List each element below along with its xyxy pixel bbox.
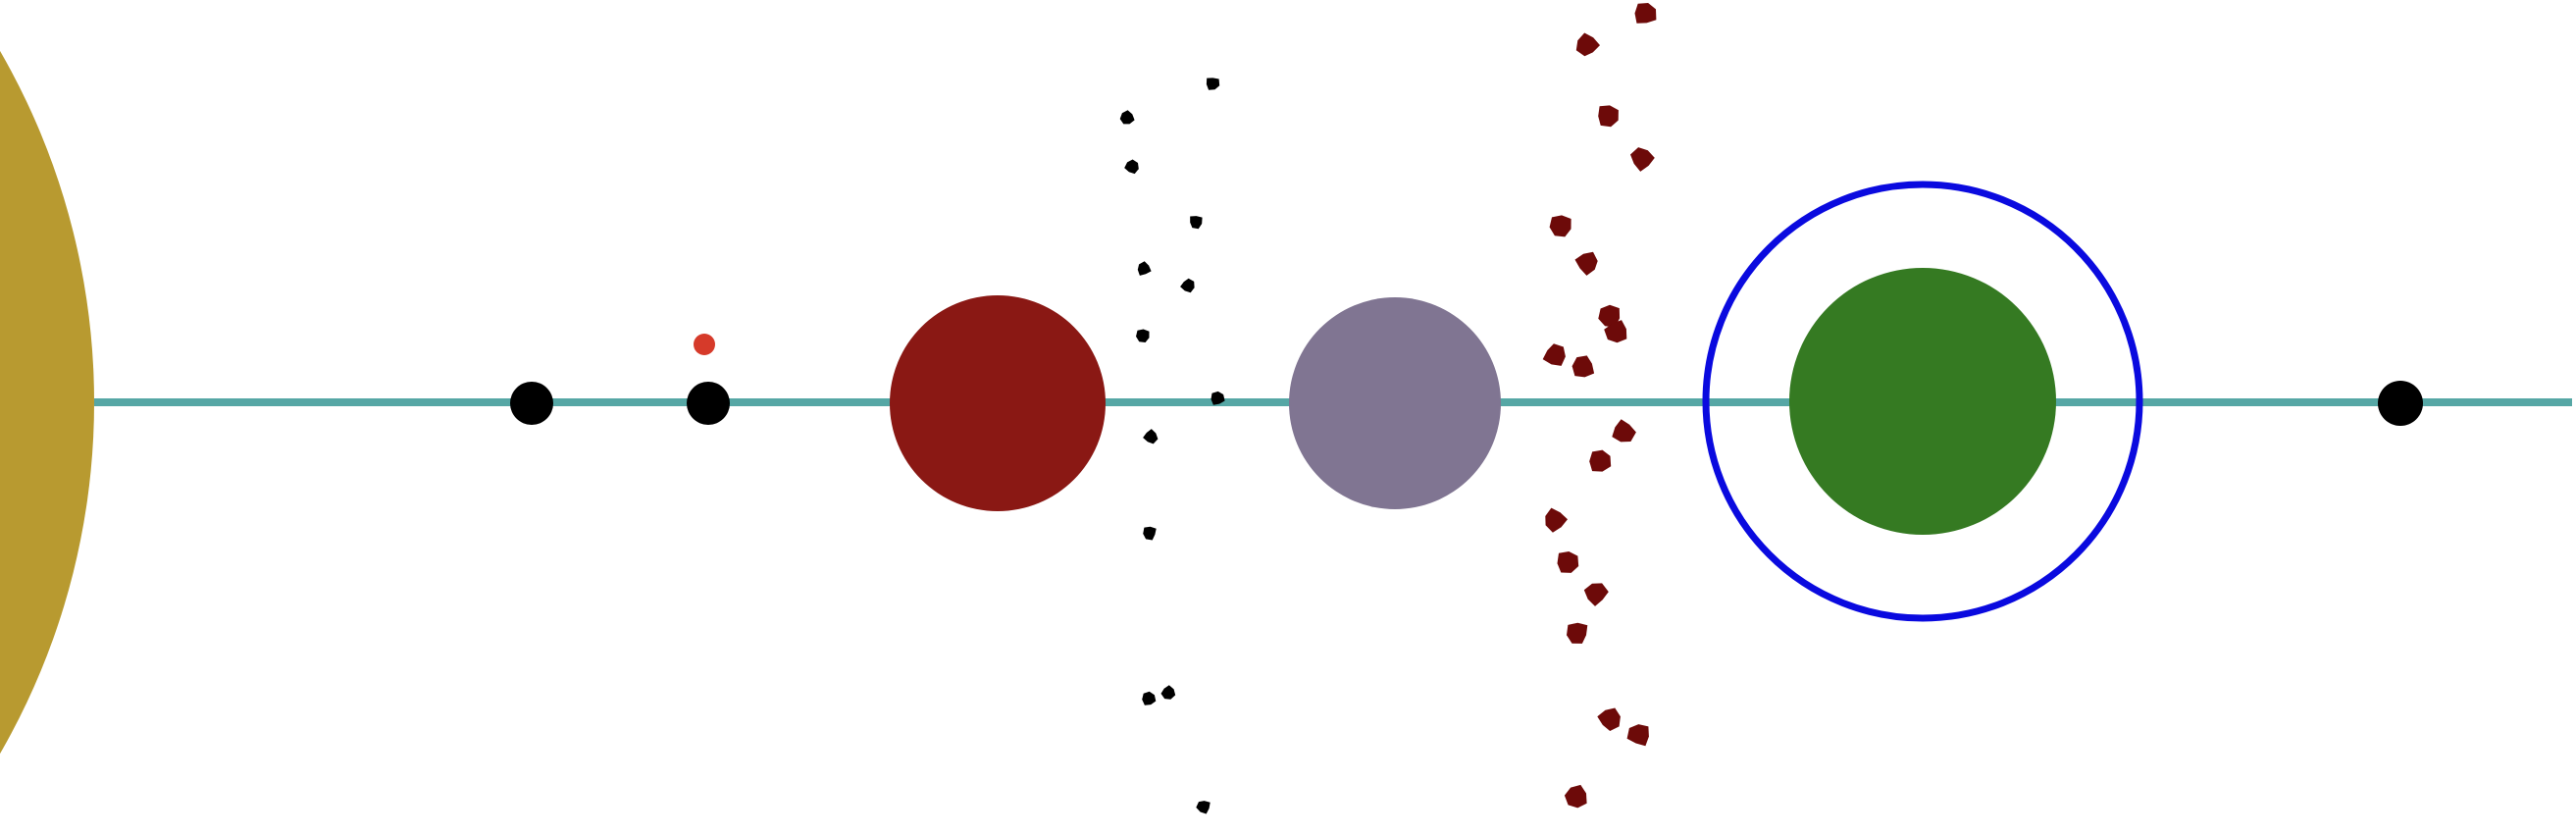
- small-planet-1: [510, 382, 553, 425]
- asteroid-red: [1598, 105, 1619, 128]
- asteroid-belt-red: [1542, 3, 1657, 809]
- asteroid-red: [1583, 583, 1609, 606]
- asteroid-red: [1630, 147, 1655, 172]
- asteroid-dark: [1143, 526, 1157, 541]
- asteroid-red: [1549, 215, 1571, 237]
- asteroid-red: [1542, 343, 1566, 366]
- asteroid-red: [1597, 707, 1621, 731]
- moon: [694, 334, 715, 355]
- asteroid-dark: [1196, 801, 1211, 814]
- asteroid-red: [1567, 622, 1588, 644]
- asteroid-red: [1589, 449, 1612, 472]
- asteroid-red: [1557, 551, 1579, 573]
- asteroid-dark: [1206, 78, 1220, 90]
- asteroid-dark: [1160, 685, 1176, 700]
- asteroid-dark: [1124, 159, 1139, 175]
- asteroid-dark: [1136, 329, 1150, 342]
- asteroid-red: [1545, 507, 1568, 533]
- sun: [0, 51, 94, 754]
- asteroid-red: [1612, 419, 1636, 443]
- asteroid-red: [1604, 320, 1627, 343]
- small-planet-3: [2378, 381, 2423, 426]
- asteroid-dark: [1142, 691, 1157, 705]
- asteroid-dark: [1119, 110, 1135, 125]
- asteroid-dark: [1180, 278, 1195, 293]
- red-planet: [890, 295, 1106, 511]
- asteroid-red: [1564, 784, 1587, 809]
- asteroid-red: [1626, 724, 1649, 747]
- asteroid-red: [1574, 251, 1598, 276]
- asteroid-dark: [1190, 216, 1203, 230]
- asteroid-red: [1598, 304, 1621, 328]
- asteroid-dark: [1137, 261, 1152, 276]
- small-planet-2: [687, 382, 730, 425]
- asteroid-red: [1575, 32, 1600, 57]
- planet-ring: [1702, 181, 2143, 622]
- green-planet: [1789, 268, 2056, 535]
- asteroid-red: [1571, 355, 1595, 378]
- asteroid-dark: [1211, 391, 1225, 405]
- grey-planet: [1289, 297, 1501, 509]
- asteroid-dark: [1143, 429, 1159, 444]
- asteroid-red: [1634, 3, 1657, 24]
- asteroid-belt-dark: [1119, 78, 1225, 814]
